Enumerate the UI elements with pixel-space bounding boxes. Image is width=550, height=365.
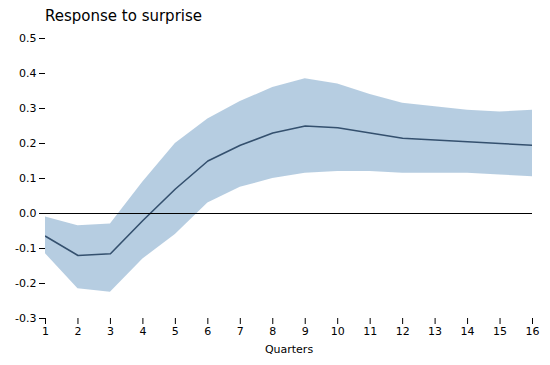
svg-text:7: 7	[237, 325, 244, 338]
svg-text:0.4: 0.4	[19, 67, 37, 80]
svg-text:3: 3	[107, 325, 114, 338]
svg-text:-0.2: -0.2	[15, 277, 36, 290]
svg-text:8: 8	[269, 325, 276, 338]
svg-text:0.5: 0.5	[19, 32, 37, 45]
svg-text:15: 15	[493, 325, 507, 338]
svg-text:5: 5	[172, 325, 179, 338]
svg-text:10: 10	[331, 325, 345, 338]
svg-text:0.2: 0.2	[19, 137, 37, 150]
svg-text:16: 16	[526, 325, 540, 338]
svg-text:0.3: 0.3	[19, 102, 37, 115]
svg-text:11: 11	[363, 325, 377, 338]
svg-text:9: 9	[302, 325, 309, 338]
svg-text:1: 1	[42, 325, 49, 338]
svg-text:12: 12	[396, 325, 410, 338]
svg-text:0.0: 0.0	[19, 207, 37, 220]
svg-text:-0.1: -0.1	[15, 242, 36, 255]
svg-text:4: 4	[139, 325, 146, 338]
svg-text:6: 6	[204, 325, 211, 338]
svg-text:2: 2	[74, 325, 81, 338]
svg-text:13: 13	[428, 325, 442, 338]
svg-text:-0.3: -0.3	[15, 312, 36, 325]
svg-text:Quarters: Quarters	[265, 343, 313, 356]
html-text:Response to surprise: Response to surprise	[45, 7, 202, 25]
svg-text:0.1: 0.1	[19, 172, 37, 185]
svg-text:14: 14	[461, 325, 475, 338]
